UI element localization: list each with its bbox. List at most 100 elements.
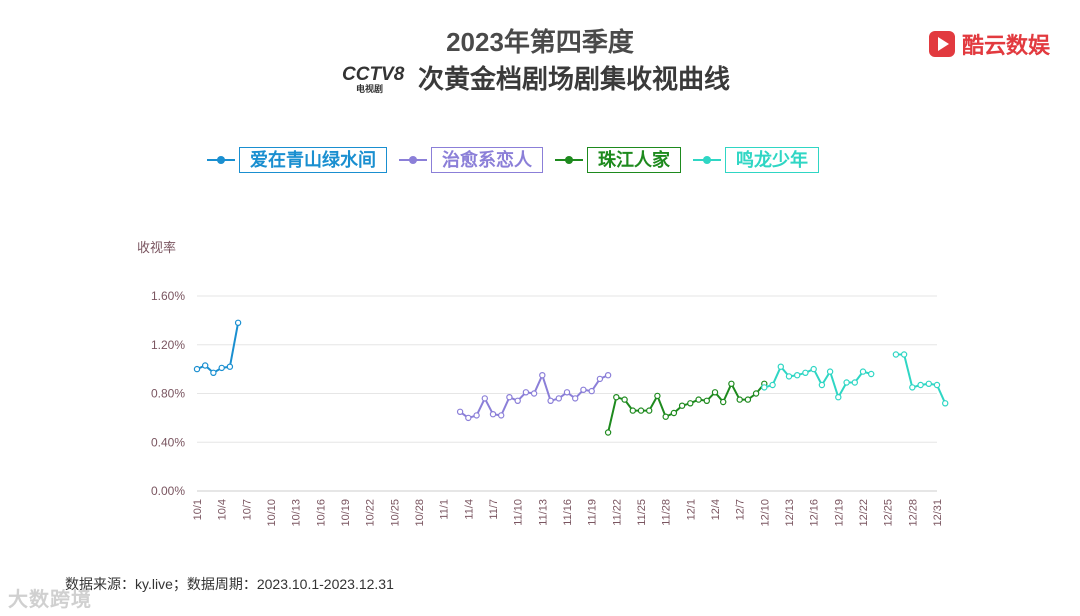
data-point	[646, 407, 653, 414]
data-point	[744, 396, 752, 403]
cctv8-logo-subtext: 电视剧	[356, 83, 383, 94]
x-tick-label: 10/16	[315, 499, 327, 527]
x-tick-label: 11/19	[587, 499, 599, 526]
data-point	[843, 379, 850, 386]
x-tick-label: 10/10	[266, 499, 278, 527]
data-point	[456, 408, 464, 415]
data-point	[226, 363, 234, 370]
data-point	[629, 407, 637, 414]
x-tick-label: 10/22	[365, 499, 377, 527]
data-point	[210, 369, 217, 376]
data-point	[752, 390, 760, 397]
data-point	[818, 381, 826, 389]
data-point	[794, 372, 801, 379]
data-point	[942, 400, 949, 407]
x-tick-label: 10/28	[414, 499, 426, 527]
x-tick-label: 12/7	[735, 499, 747, 520]
data-point	[711, 389, 719, 396]
data-point	[580, 386, 587, 393]
data-point	[506, 394, 513, 401]
data-point	[193, 365, 201, 373]
x-tick-label: 10/1	[192, 499, 204, 520]
data-point	[678, 402, 686, 409]
data-point	[588, 387, 595, 395]
x-tick-label: 10/25	[389, 499, 401, 527]
data-point	[720, 398, 727, 406]
data-point	[728, 380, 735, 387]
data-point	[234, 319, 242, 326]
watermark: 大数跨境	[8, 589, 92, 611]
data-point	[539, 372, 546, 379]
x-tick-label: 11/25	[636, 499, 648, 526]
x-tick-label: 12/19	[833, 499, 845, 527]
data-point	[563, 389, 571, 396]
x-tick-label: 12/10	[759, 499, 771, 527]
series-line	[895, 353, 947, 404]
brand-name: 酷云数娱	[961, 33, 1050, 58]
legend-marker-icon	[399, 153, 427, 167]
data-point	[892, 351, 900, 358]
data-point	[925, 380, 933, 387]
chart-subtitle: CCTV8 电视剧 次黄金档剧场剧集收视曲线	[340, 57, 730, 97]
chart-subtitle-text: 次黄金档剧场剧集收视曲线	[418, 63, 731, 94]
legend-item-series4[interactable]: 鸣龙少年	[693, 147, 819, 173]
x-tick-label: 12/28	[907, 499, 919, 527]
y-tick-label: 0.40%	[151, 435, 185, 449]
x-tick-label: 10/19	[340, 499, 352, 527]
x-tick-label: 12/25	[883, 499, 895, 527]
data-point	[465, 414, 472, 422]
data-point	[785, 373, 793, 380]
data-point	[514, 397, 521, 404]
data-point	[900, 351, 908, 358]
x-tick-label: 11/28	[661, 499, 673, 526]
legend-item-series2[interactable]: 治愈系恋人	[399, 147, 543, 173]
data-point	[777, 363, 785, 370]
x-tick-label: 12/13	[784, 499, 796, 527]
data-point	[761, 384, 768, 391]
data-point	[868, 370, 875, 378]
x-tick-label: 10/13	[291, 499, 303, 527]
cctv8-logo: CCTV8 电视剧	[342, 64, 405, 94]
cctv8-logo-text: CCTV8	[342, 64, 405, 85]
y-tick-label: 1.20%	[151, 338, 185, 352]
data-point	[473, 412, 480, 419]
data-point	[481, 395, 488, 402]
x-tick-label: 12/1	[685, 499, 697, 520]
data-point	[695, 396, 702, 403]
data-point	[769, 381, 776, 389]
x-tick-label: 10/7	[241, 499, 253, 520]
legend-item-series3[interactable]: 珠江人家	[555, 147, 681, 173]
data-point	[736, 396, 743, 403]
data-point	[489, 411, 497, 418]
data-point	[933, 381, 941, 389]
data-point	[826, 368, 834, 375]
data-point	[547, 397, 554, 404]
y-tick-label: 0.00%	[151, 484, 185, 498]
data-point	[637, 407, 645, 414]
data-point	[201, 362, 209, 369]
data-point	[662, 413, 669, 420]
data-point	[555, 395, 563, 402]
data-point	[498, 412, 505, 419]
data-point	[835, 394, 842, 401]
data-point	[613, 394, 620, 401]
data-point	[802, 369, 809, 376]
legend-marker-icon	[555, 153, 583, 167]
legend-marker-icon	[207, 153, 235, 167]
x-tick-label: 11/22	[611, 499, 623, 526]
play-icon	[928, 31, 955, 57]
brand-logo: 酷云数娱	[928, 28, 1050, 60]
data-point	[851, 379, 859, 386]
x-tick-label: 11/4	[463, 499, 475, 520]
legend-item-series1[interactable]: 爱在青山绿水间	[207, 147, 387, 173]
chart-title: 2023年第四季度	[446, 27, 634, 57]
data-point	[917, 381, 924, 389]
data-source-note: 数据来源：ky.live；数据周期：2023.10.1-2023.12.31	[65, 576, 394, 592]
x-tick-label: 11/1	[439, 499, 451, 520]
data-point	[572, 395, 579, 402]
y-axis-label: 收视率	[137, 240, 176, 256]
x-tick-label: 12/16	[809, 499, 821, 527]
legend-marker-icon	[693, 153, 721, 167]
data-point	[604, 372, 612, 379]
data-point	[604, 429, 612, 436]
